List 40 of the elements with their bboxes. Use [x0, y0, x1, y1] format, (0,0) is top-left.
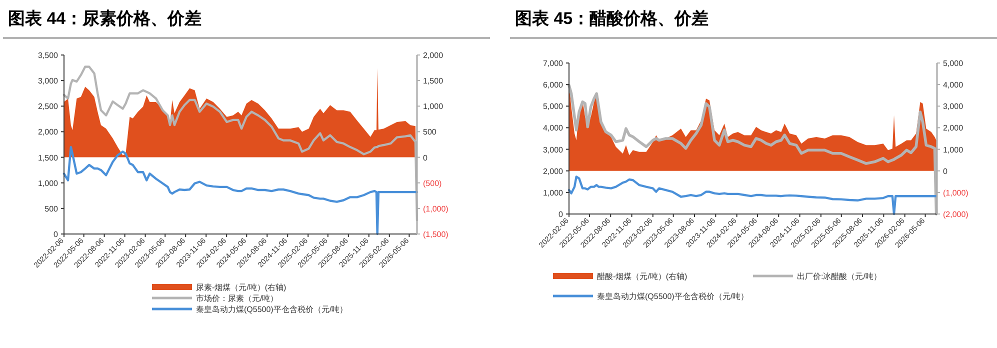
legend-label: 醋酸-烟煤（元/吨）(右轴): [597, 272, 688, 281]
y2-tick-label: 1,500: [423, 76, 444, 86]
y-tick-label: 0: [54, 230, 59, 239]
y-tick-label: 1,000: [38, 178, 59, 188]
y2-tick-label: 5,000: [943, 59, 964, 68]
y2-tick-label: 2,000: [943, 124, 964, 133]
y-tick-label: 3,000: [542, 145, 564, 154]
y-tick-label: 3,500: [38, 51, 59, 60]
legend-label: 秦皇岛动力煤(Q5500)平仓含税价（元/吨）: [597, 292, 749, 301]
y-tick-label: 2,000: [38, 128, 59, 137]
y2-tick-label: 3,000: [943, 102, 964, 112]
y2-tick-label: (500): [423, 178, 442, 188]
y-tick-label: 1,500: [38, 153, 59, 162]
y2-tick-label: (2,000): [943, 210, 969, 219]
y2-tick-label: 0: [943, 166, 948, 176]
y-tick-label: 0: [558, 210, 564, 219]
y-tick-label: 3,000: [38, 76, 59, 86]
legend-label: 秦皇岛动力煤(Q5500)平仓含税价（元/吨）: [196, 305, 348, 314]
y2-tick-label: (1,000): [423, 204, 449, 214]
y-tick-label: 1,000: [542, 188, 564, 198]
y-tick-label: 6,000: [542, 80, 564, 90]
y-tick-label: 4,000: [542, 124, 564, 133]
legend-label: 尿素-烟煤（元/吨）(右轴): [196, 283, 287, 292]
y-tick-label: 2,500: [38, 102, 59, 112]
y-tick-label: 7,000: [542, 59, 564, 68]
y2-tick-label: 500: [423, 128, 437, 137]
y2-tick-label: (1,000): [943, 188, 969, 198]
legend-label: 出厂价:冰醋酸（元/吨）: [797, 272, 882, 281]
y-tick-label: 2,000: [542, 166, 564, 176]
y2-tick-label: 0: [423, 153, 428, 162]
chart-title: 图表 45：醋酸价格、价差: [515, 9, 709, 28]
chart-title: 图表 44：尿素价格、价差: [8, 9, 202, 28]
y2-tick-label: 1,000: [943, 145, 964, 154]
y-tick-label: 5,000: [542, 102, 564, 112]
y2-tick-label: (1,500): [423, 230, 449, 239]
y-tick-label: 500: [44, 204, 59, 214]
y2-tick-label: 1,000: [423, 102, 444, 112]
y2-tick-label: 4,000: [943, 80, 964, 90]
y2-tick-label: 2,000: [423, 51, 444, 60]
legend-label: 市场价：尿素（元/吨）: [196, 294, 278, 303]
